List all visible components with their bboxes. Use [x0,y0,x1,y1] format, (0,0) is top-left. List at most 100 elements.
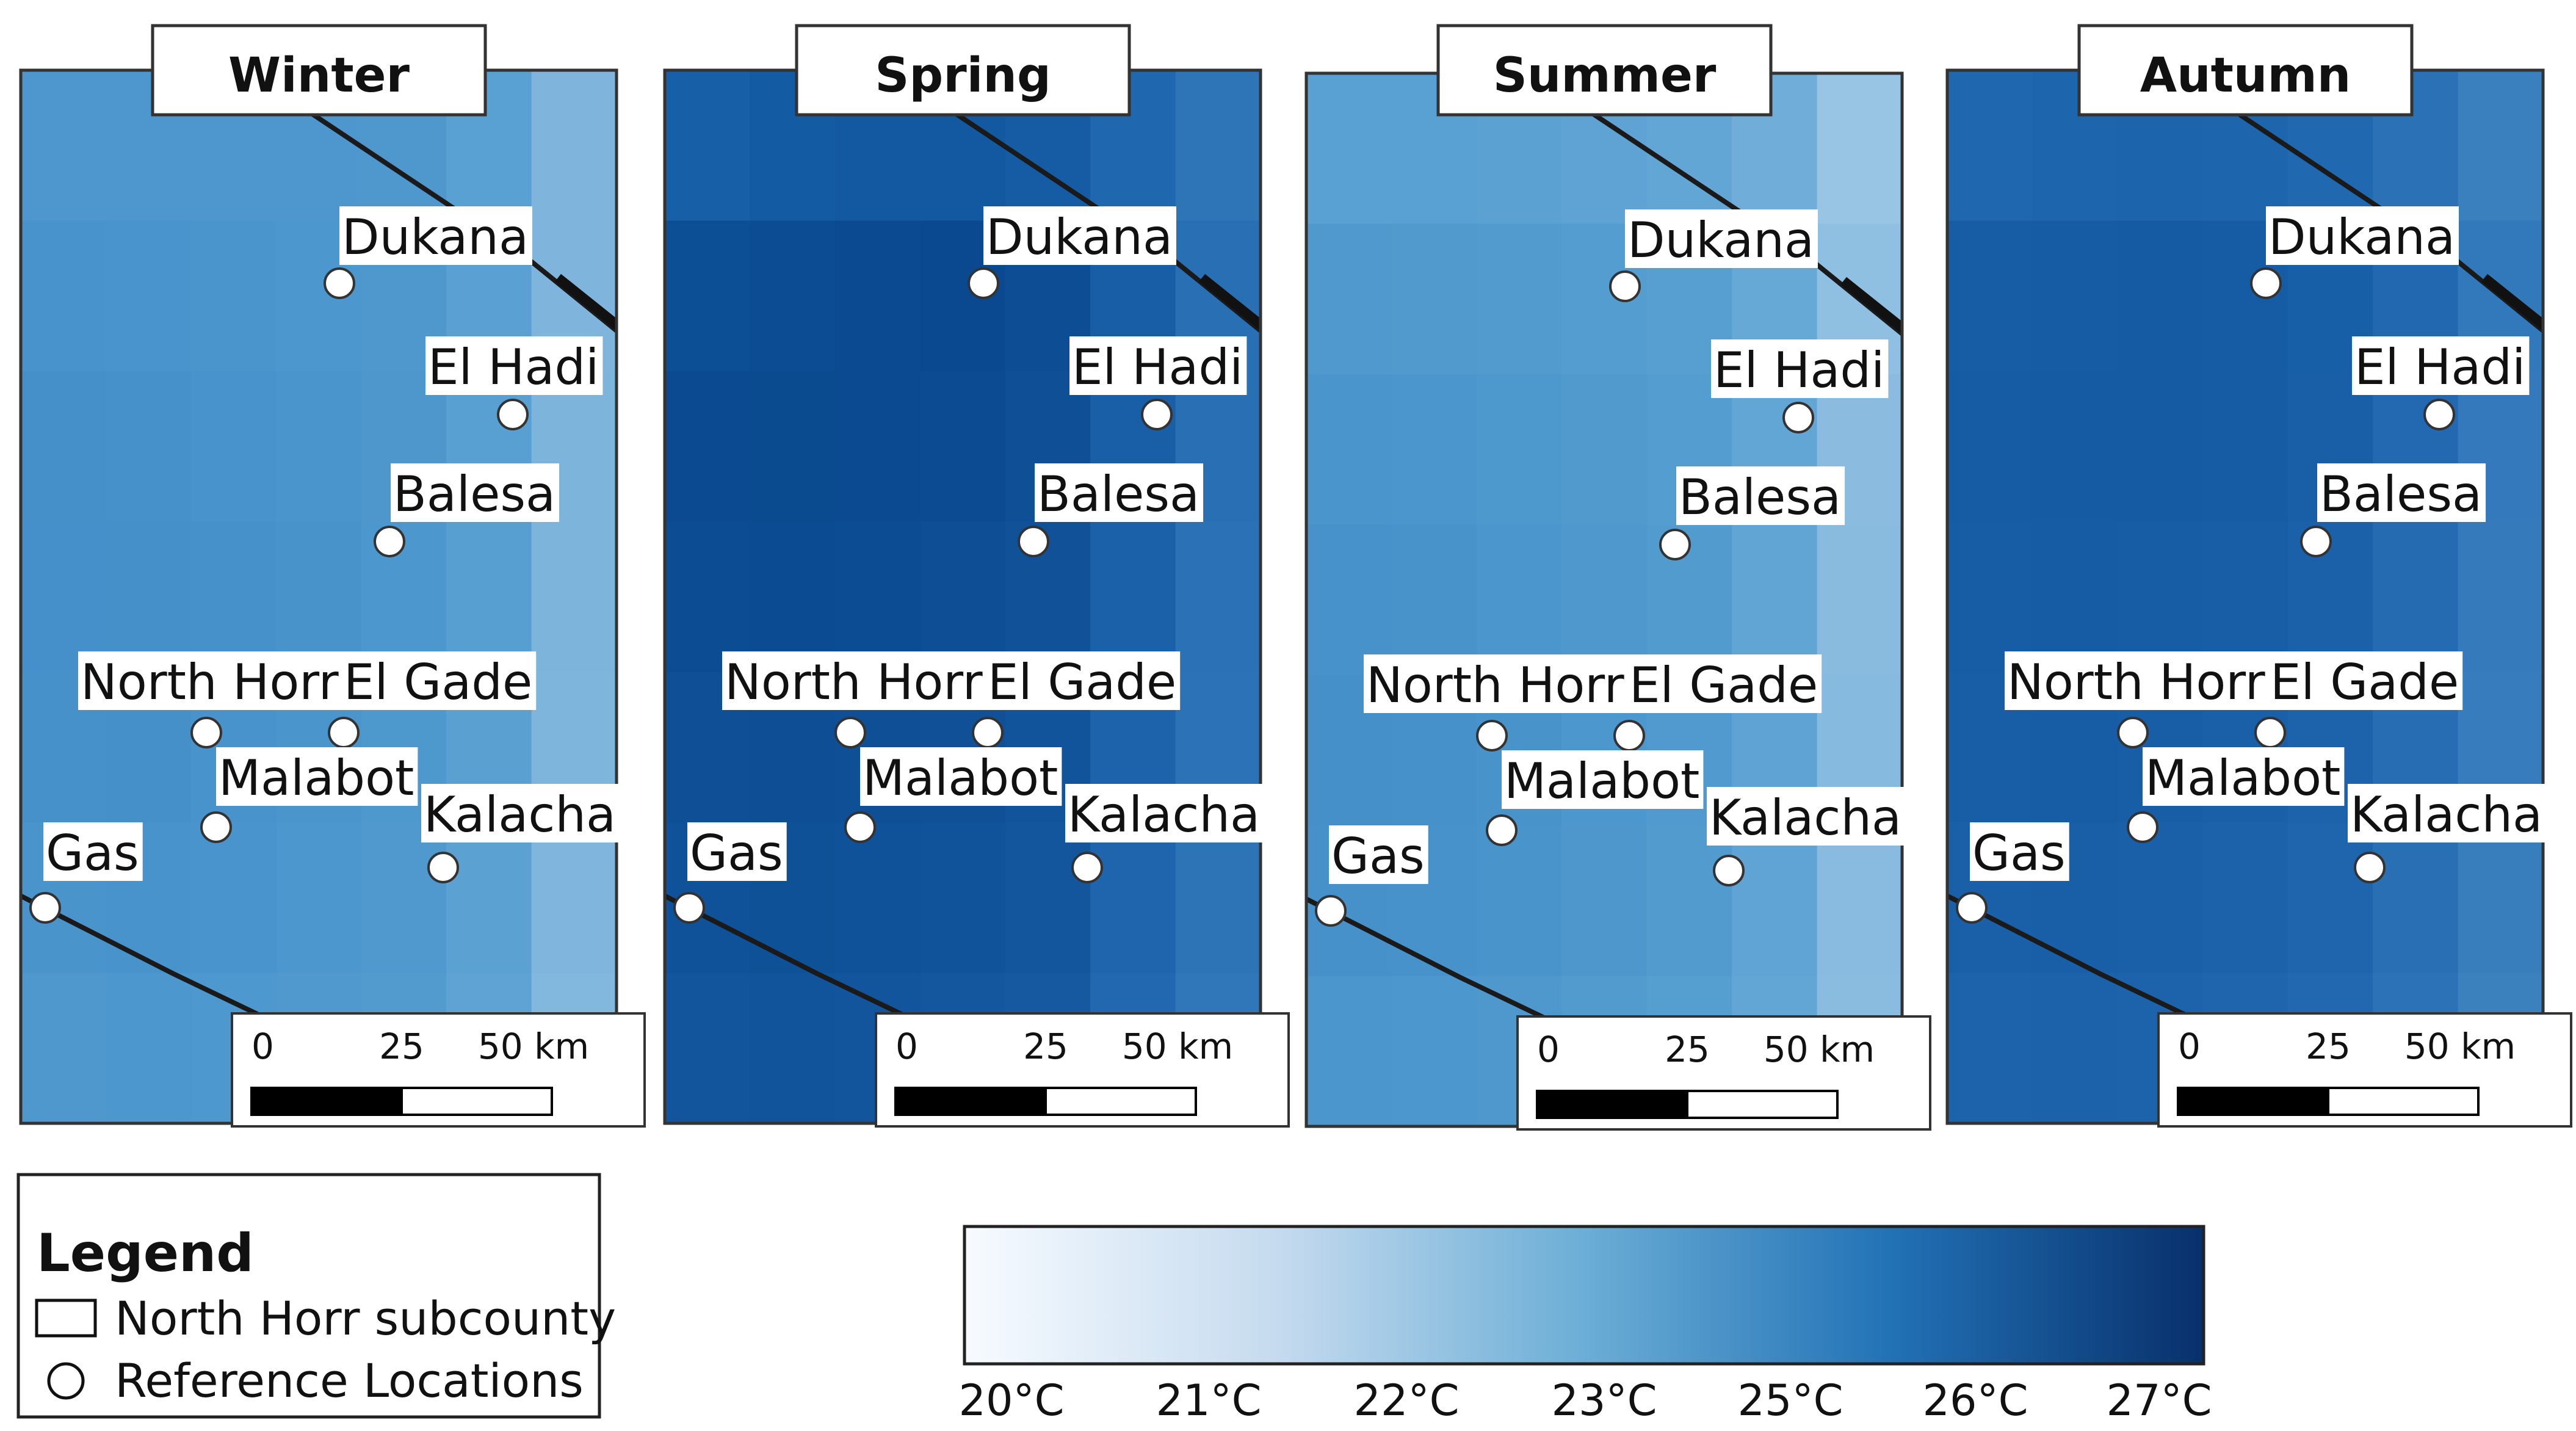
location-label-background [421,784,620,842]
panel-title: Spring [875,48,1051,103]
reference-location-marker [374,526,405,557]
raster-cell [446,521,532,673]
location-label-background [43,822,143,881]
legend-title: Legend [37,1223,254,1284]
raster-cell [1732,524,1818,676]
raster-cell [1306,223,1392,375]
reference-location-marker [2354,852,2386,883]
location-label-background [2348,784,2547,842]
scale-segment-empty [1044,1087,1197,1116]
location-label-background [1364,654,1628,713]
location-label-background [2005,651,2269,710]
scale-tick-label: 25 [1023,1026,1068,1067]
scale-tick-label: 50 km [1122,1026,1233,1067]
scale-bar-outline [2177,1087,2480,1116]
location-label-background [2352,336,2530,395]
scale-bar: 0 25 50 km [2157,1012,2572,1128]
raster-cell [2202,371,2288,523]
colorbar-label: 21°C [1156,1375,1262,1426]
reference-location-marker [427,852,459,883]
reference-location-marker [328,717,360,748]
scale-segment-empty [2327,1087,2480,1116]
location-label-background [425,336,603,395]
scale-bar-outline [1536,1090,1839,1119]
raster-cell [834,822,921,974]
panel-title-box [2077,24,2414,117]
raster-cell [1732,825,1818,977]
reference-location-marker [2250,267,2282,299]
scale-tick-label: 50 km [2404,1026,2516,1067]
raster-cell [2373,822,2459,974]
raster-cell [1947,521,2033,673]
location-label-background [687,822,787,881]
location-label-background [339,206,532,265]
location-label-background [216,747,418,806]
panel-title: Summer [1493,48,1717,103]
location-label: Gas [1972,825,2066,882]
raster-cell [2032,973,2118,1123]
location-label: Malabot [2145,750,2340,806]
raster-cell [750,371,836,523]
scale-segment-filled [251,1088,402,1115]
raster-cell [1391,976,1477,1126]
location-label: Malabot [1504,753,1699,810]
location-label: Gas [1331,828,1425,885]
raster-cell [1476,374,1563,526]
location-label-background [2266,206,2459,265]
location-label: Kalacha [1709,789,1901,846]
location-label: El Hadi [2354,339,2525,396]
raster-cell [920,822,1006,974]
raster-cell [531,822,617,974]
location-label-background [2143,747,2345,806]
reference-location-marker [200,811,232,843]
location-label: El Gade [988,654,1176,711]
raster-cell [750,220,836,372]
location-label-background [1065,784,1264,842]
raster-cell [276,822,362,974]
raster-cell [665,220,751,372]
raster-cell [1476,825,1563,977]
raster-cell [1175,521,1261,673]
raster-cell [1561,825,1648,977]
raster-cell [1175,70,1261,222]
reference-location-marker [497,399,529,430]
panel-title-box [151,24,487,117]
reference-location-marker [324,267,355,299]
location-label: Gas [690,825,783,882]
raster-cell [1090,521,1176,673]
reference-location-marker [2423,399,2455,430]
scale-segment-filled [1537,1091,1687,1118]
raster-cell [106,220,192,372]
raster-cell [665,973,751,1123]
panel-title-box [1436,24,1773,117]
scale-tick-label: 25 [1665,1029,1710,1070]
raster-cell [1561,524,1648,676]
raster-cell [1817,825,1902,977]
location-label: Malabot [863,750,1058,806]
location-label-background [1627,654,1822,713]
raster-cell [1005,822,1091,974]
raster-cell [1817,73,1902,225]
raster-cell [1947,371,2033,523]
location-label: Balesa [2320,466,2482,523]
raster-cell [446,822,532,974]
raster-cell [2117,521,2204,673]
raster-cell [750,973,836,1123]
location-label-background [1711,339,1889,398]
panel-title: Winter [228,48,410,103]
raster-cell [2458,822,2543,974]
raster-cell [1391,524,1477,676]
raster-cell [531,521,617,673]
temperature-colorbar: 20°C 21°C 22°C 23°C 25°C 26°C 27°C [959,1225,2212,1426]
scale-tick-label: 0 [895,1026,918,1067]
raster-cell [106,973,192,1123]
raster-cell [2117,822,2204,974]
legend-item-subcounty: North Horr subcounty [115,1291,616,1346]
location-label-background [1625,209,1818,268]
scale-bar: 0 25 50 km [875,1012,1290,1128]
location-label: Kalacha [2350,786,2542,843]
panel-title: Autumn [2140,48,2351,103]
location-label-background [1329,825,1428,884]
raster-cell [190,220,277,372]
